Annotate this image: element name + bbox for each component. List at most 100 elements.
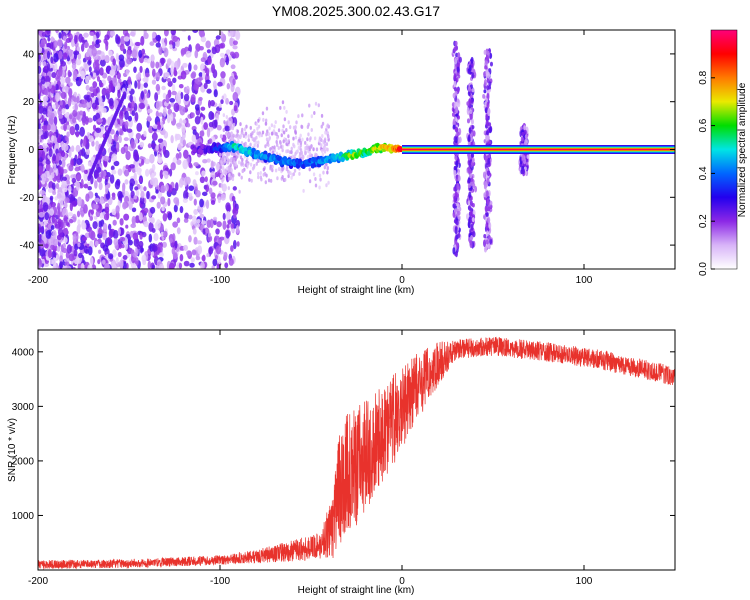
spectrogram-cell bbox=[486, 198, 490, 206]
spectrogram-cell bbox=[162, 72, 167, 80]
spectrogram-cell bbox=[162, 170, 169, 177]
spectrogram-cell bbox=[218, 103, 222, 108]
spectrogram-cell bbox=[195, 43, 201, 52]
spectrogram-cell bbox=[112, 77, 118, 87]
spectrogram-cell bbox=[74, 103, 78, 112]
spectrogram-cell bbox=[38, 226, 44, 233]
spectrogram-cell bbox=[95, 112, 101, 120]
spectrogram-cell bbox=[113, 238, 119, 246]
spectrogram-cell bbox=[68, 185, 72, 193]
spectrogram-cell bbox=[195, 171, 199, 176]
spectrogram-cell bbox=[92, 61, 98, 70]
spectrogram-cell bbox=[40, 76, 46, 85]
spectrogram-cell bbox=[277, 166, 281, 171]
spectrogram-cell bbox=[489, 61, 493, 67]
spectrogram-cell bbox=[51, 72, 57, 79]
spectrogram-cell bbox=[182, 139, 187, 147]
spectrogram-cell bbox=[207, 232, 212, 238]
spectrogram-cell bbox=[182, 131, 186, 140]
spectrogram-cell bbox=[288, 125, 292, 130]
spectrogram-cell bbox=[471, 71, 475, 79]
spectrogram-cell bbox=[147, 108, 153, 114]
spectrogram-cell bbox=[301, 113, 304, 118]
spectrogram-cell bbox=[521, 153, 525, 161]
spectrogram-cell bbox=[207, 56, 212, 65]
spectrogram-cell bbox=[196, 240, 203, 245]
spectrogram-cell bbox=[176, 227, 181, 235]
spectrogram-cell bbox=[94, 180, 98, 189]
spectrogram-cell bbox=[155, 42, 161, 48]
spectrogram-cell bbox=[200, 36, 207, 43]
snr-y-tick-label: 4000 bbox=[12, 347, 35, 358]
spectrogram-cell bbox=[93, 72, 97, 78]
spectrogram-cell bbox=[467, 86, 471, 92]
spectrogram-cell bbox=[161, 57, 165, 67]
spectrogram-cell bbox=[182, 198, 188, 204]
spectrogram-cell bbox=[308, 179, 312, 184]
spectrogram-cell bbox=[42, 69, 49, 74]
spectrogram-cell bbox=[87, 264, 93, 269]
spectrogram-cell bbox=[270, 131, 274, 136]
spectrogram-cell bbox=[205, 228, 209, 234]
spectrogram-cell bbox=[242, 134, 246, 139]
spectrogram-cell bbox=[173, 102, 180, 113]
spectrogram-cell bbox=[76, 196, 82, 207]
spectrogram-cell bbox=[322, 140, 325, 145]
spectrogram-cell bbox=[193, 209, 198, 215]
spectrogram-cell bbox=[110, 165, 115, 171]
spectrogram-cell bbox=[225, 131, 228, 136]
spectrogram-cell bbox=[200, 116, 204, 125]
spectrogram-cell bbox=[87, 74, 92, 81]
spectrogram-cell bbox=[138, 212, 143, 222]
spectrogram-cell bbox=[244, 131, 248, 136]
spectrogram-cell bbox=[129, 31, 136, 37]
spectrogram-cell bbox=[326, 170, 329, 175]
spectrogram-cell bbox=[147, 260, 152, 269]
spectrogram-cell bbox=[52, 190, 57, 195]
spectrogram-cell bbox=[119, 218, 124, 226]
spectrogram-cell bbox=[471, 217, 475, 223]
spectrogram-cell bbox=[227, 151, 231, 156]
spectrogram-cell bbox=[215, 245, 222, 255]
spectrogram-cell bbox=[183, 190, 189, 200]
spectrogram-cell bbox=[156, 219, 161, 229]
spectrogram-cell bbox=[155, 71, 161, 81]
spectrogram-cell bbox=[483, 239, 487, 247]
spectrogram-cell bbox=[488, 126, 492, 134]
spectrogram-cell bbox=[457, 215, 461, 220]
spectrogram-cell bbox=[79, 126, 85, 137]
spectrogram-cell bbox=[229, 126, 232, 131]
spectrogram-cell bbox=[455, 106, 459, 114]
spectrogram-cell bbox=[60, 151, 66, 158]
spectrogram-cell bbox=[148, 233, 153, 243]
spectrogram-cell bbox=[290, 175, 293, 180]
spectrogram-cell bbox=[281, 148, 284, 153]
spectrogram-cell bbox=[104, 54, 110, 63]
spectrogram-x-label: Height of straight line (km) bbox=[298, 285, 415, 296]
spectrogram-cell bbox=[268, 126, 271, 131]
spectrogram-cell bbox=[119, 58, 125, 68]
spectrogram-cell bbox=[254, 140, 258, 145]
spectrogram-cell bbox=[45, 160, 51, 165]
spectrogram-cell bbox=[160, 196, 166, 205]
spectrogram-cell bbox=[155, 144, 159, 151]
spectrogram-cell bbox=[174, 240, 178, 249]
spectrogram-cell bbox=[250, 134, 253, 139]
spectrogram-cell bbox=[249, 162, 253, 167]
spectrogram-cell bbox=[164, 183, 169, 192]
spectrogram-cell bbox=[324, 130, 327, 135]
spectrogram-cell bbox=[253, 143, 256, 148]
spectrogram-cell bbox=[150, 250, 155, 257]
spectrogram-cell bbox=[264, 118, 268, 123]
spectrogram-cell bbox=[38, 137, 41, 143]
spectrogram-cell bbox=[310, 127, 313, 132]
spectrogram-cell bbox=[199, 198, 204, 208]
spectrogram-cell bbox=[55, 30, 59, 34]
spectrogram-cell bbox=[215, 228, 220, 235]
spectrogram-cell bbox=[307, 132, 310, 137]
spectrogram-cell bbox=[60, 60, 67, 67]
spectrogram-cell bbox=[314, 183, 318, 188]
spectrogram-cell bbox=[191, 134, 197, 143]
spectrogram-cell bbox=[111, 194, 116, 201]
